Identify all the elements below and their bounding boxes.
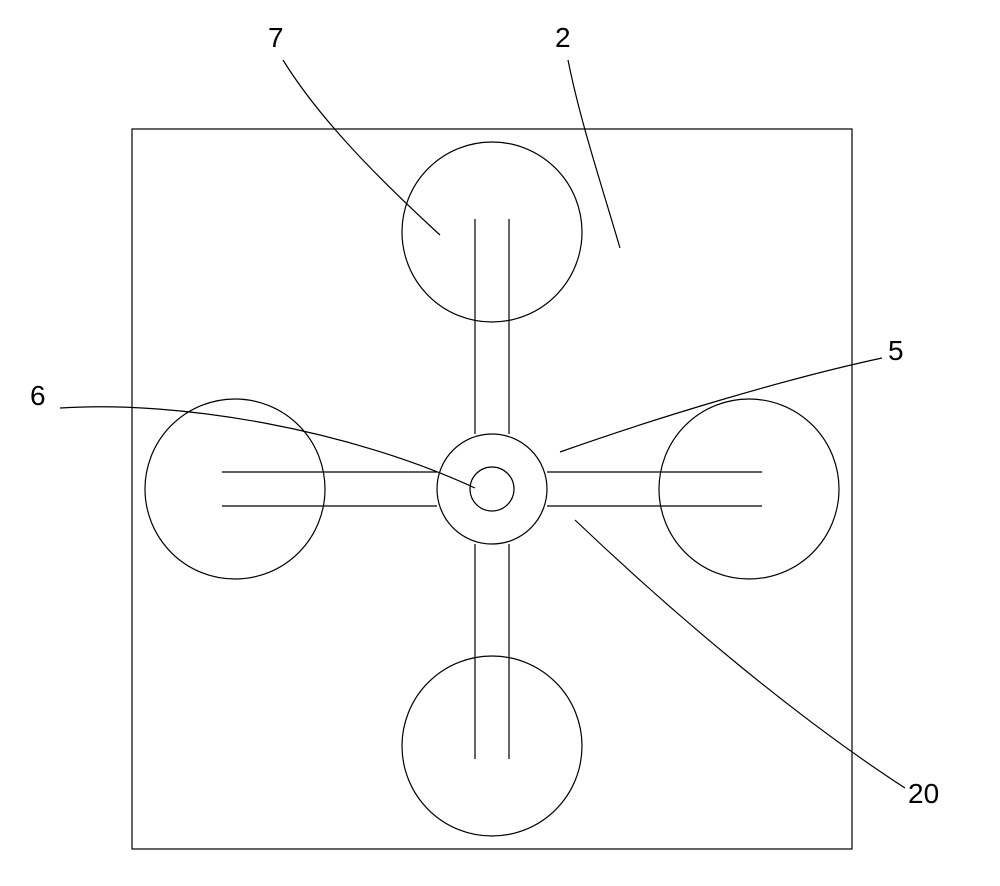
arm-left bbox=[222, 472, 437, 506]
inner-circle bbox=[470, 467, 514, 511]
outer-circle-left bbox=[145, 399, 325, 579]
outer-circle-top bbox=[402, 142, 582, 322]
outer-circle-right bbox=[659, 399, 839, 579]
callout-label-20: 20 bbox=[908, 778, 939, 810]
outer-square bbox=[132, 129, 852, 849]
leader-6 bbox=[60, 407, 475, 488]
leader-5 bbox=[560, 358, 882, 452]
leader-7 bbox=[283, 60, 440, 235]
outer-circle-bottom bbox=[402, 656, 582, 836]
arm-top bbox=[475, 219, 509, 434]
arm-bottom bbox=[475, 544, 509, 759]
callout-label-7: 7 bbox=[268, 22, 284, 54]
leader-2 bbox=[568, 60, 620, 248]
arm-right bbox=[547, 472, 762, 506]
center-circle bbox=[437, 434, 547, 544]
callout-label-5: 5 bbox=[888, 335, 904, 367]
callout-label-2: 2 bbox=[555, 22, 571, 54]
diagram-svg bbox=[0, 0, 1000, 886]
callout-label-6: 6 bbox=[30, 380, 46, 412]
diagram-canvas: 7 2 5 6 20 bbox=[0, 0, 1000, 886]
leader-20 bbox=[575, 520, 905, 788]
